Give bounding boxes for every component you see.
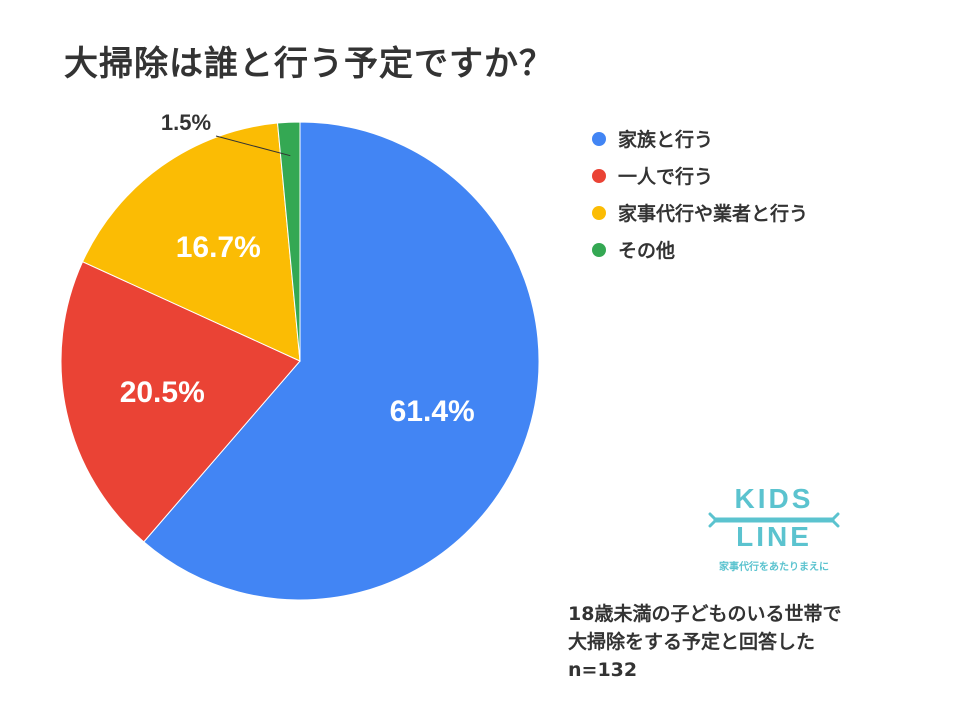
legend-item-alone: 一人で行う xyxy=(592,157,808,194)
logo-tagline: 家事代行をあたりまえに xyxy=(719,560,829,573)
legend-label-service: 家事代行や業者と行う xyxy=(618,203,809,225)
legend-swatch-family xyxy=(592,131,606,146)
pie-slice-alone xyxy=(60,261,301,543)
survey-note: 18歳未満の子どものいる世帯で 大掃除をする予定と回答した n=132 xyxy=(568,600,841,684)
legend-label-family: 家族と行う xyxy=(618,129,714,151)
note-line-3: n=132 xyxy=(568,659,638,681)
legend-label-alone: 一人で行う xyxy=(618,166,714,188)
legend-label-other: その他 xyxy=(618,240,676,262)
note-line-2: 大掃除をする予定と回答した xyxy=(568,631,816,653)
logo-hands xyxy=(708,512,840,528)
kidsline-logo: KIDS LINE 家事代行をあたりまえに xyxy=(708,483,840,573)
legend-swatch-other xyxy=(592,242,606,257)
slice-label-other: 1.5% xyxy=(161,110,211,135)
slice-label-alone: 20.5% xyxy=(120,376,205,409)
slice-label-family: 61.4% xyxy=(390,395,475,428)
logo-word-1: KIDS xyxy=(735,483,814,514)
legend-item-other: その他 xyxy=(592,231,808,268)
pie-slice-family xyxy=(143,121,540,601)
note-line-1: 18歳未満の子どものいる世帯で xyxy=(568,603,842,625)
chart-legend: 家族と行う 一人で行う 家事代行や業者と行う その他 xyxy=(592,120,808,268)
logo-word-2: LINE xyxy=(736,521,812,552)
slice-label-service: 16.7% xyxy=(176,231,261,264)
legend-swatch-alone xyxy=(592,168,606,183)
pie-slice-service xyxy=(81,122,301,362)
legend-item-family: 家族と行う xyxy=(592,120,808,157)
leader-line-other xyxy=(215,135,291,157)
legend-item-service: 家事代行や業者と行う xyxy=(592,194,808,231)
chart-title: 大掃除は誰と行う予定ですか？ xyxy=(64,44,554,84)
pie-slice-other xyxy=(276,121,301,362)
legend-swatch-service xyxy=(592,205,606,220)
